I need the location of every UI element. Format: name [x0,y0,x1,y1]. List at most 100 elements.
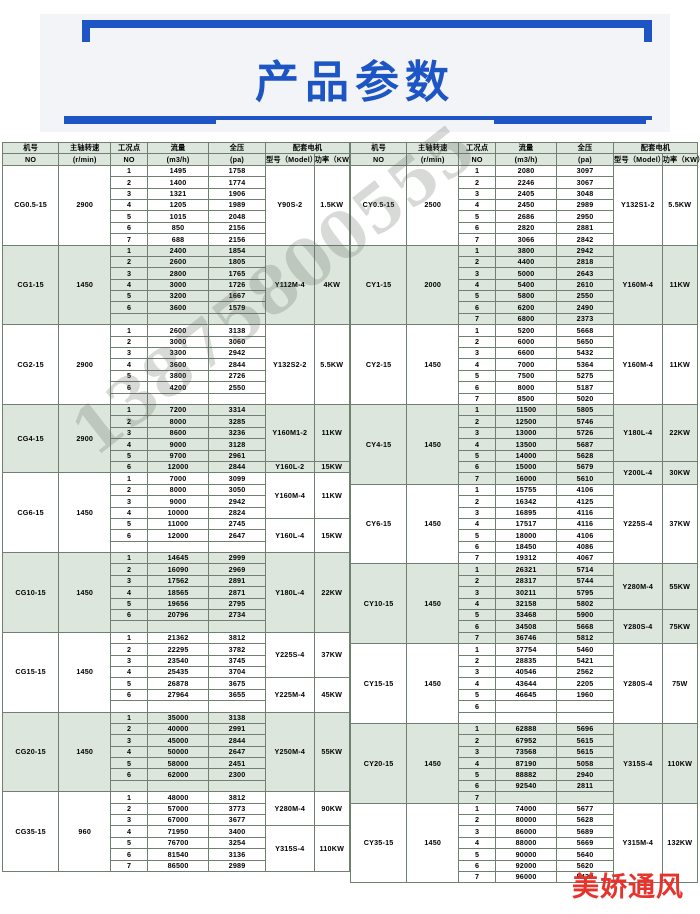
cell-motor-model: Y180L-4 [265,552,315,633]
th-motor-power-en: 功率（KW） [313,153,357,166]
cell-flow [147,540,210,554]
cell-flow: 6800 [495,312,558,326]
table-row: 5 2686 2950 [351,210,698,223]
cell-pressure: 2942 [556,244,614,257]
table-row: 3 16895 4116 [351,506,698,519]
cell-operating-point: 2 [110,802,149,816]
cell-operating-point: 5 [110,517,149,531]
table-row: 2 2600 1805 [3,255,350,269]
cell-flow: 21362 [147,631,210,645]
table-row: 5 26878 3675 Y225M-4 45KW [3,677,351,713]
cell-operating-point: 5 [458,529,497,542]
cell-flow [147,620,210,633]
cell-flow: 35000 [147,711,210,724]
table-row: 6 81540 3136 [3,848,350,861]
cell-fan-model: CG0.5-15 [1,164,60,246]
cell-pressure: 1758 [208,164,266,178]
cell-operating-point: 4 [110,278,149,292]
cell-pressure: 5620 [556,859,614,873]
cell-pressure: 5615 [556,734,614,747]
th-rpm-en: (r/min) [406,153,460,166]
cell-pressure: 3773 [208,802,266,816]
table-row: 3 3300 2942 [3,347,350,360]
cell-pressure: 3254 [208,836,266,850]
cell-pressure: 5746 [556,415,614,428]
cell-operating-point: 3 [110,426,149,440]
table-row: 4 17517 4116 [351,517,698,531]
table-row: CG35-15 960 1 48000 3812 Y280M-4 90KW [1,791,351,872]
table-body-right: CY0.5-15 2500 1 2080 3097 Y132S1-2 5.5KW 2 2246 3… [349,164,699,884]
table-row: 3 2405 3048 [351,187,698,200]
cell-fan-model: CY6-15 [349,483,408,565]
table-row [3,779,350,793]
table-row: 6 850 2156 [3,221,350,235]
cell-pressure: 5628 [556,814,614,827]
cell-operating-point: 7 [458,631,497,645]
cell-flow: 9700 [147,449,210,462]
table-row: 2 16090 2969 [3,563,350,576]
cell-flow: 36746 [495,631,558,645]
cell-motor-power: 22KW [661,403,699,462]
cell-operating-point: 7 [110,233,149,246]
table-body-left: CG0.5-15 2900 1 1495 1758 Y90S-2 1.5KW 2 1400 177… [1,164,351,873]
cell-operating-point: 2 [458,814,497,827]
cell-operating-point: 6 [110,221,149,235]
cell-pressure: 3136 [208,848,266,861]
cell-operating-point: 6 [458,859,497,873]
cell-shaft-speed: 1450 [406,643,460,724]
cell-flow: 43644 [495,677,558,690]
cell-operating-point: 2 [110,643,149,656]
cell-flow: 12000 [147,529,210,542]
table-row: 2 80000 5628 [351,814,698,827]
table-row: 2 2246 3067 [351,176,698,189]
th-flow-en: (m3/h) [147,153,210,166]
table-row: 3 1321 1906 [3,187,350,200]
cell-operating-point: 4 [110,358,149,371]
cell-flow: 6000 [495,335,558,349]
cell-flow: 92000 [495,859,558,873]
cell-fan-model: CY0.5-15 [349,164,408,246]
table-row: CY0.5-15 2500 1 2080 3097 Y132S1-2 5.5KW [349,164,699,246]
cell-shaft-speed: 2500 [406,164,460,246]
th-flow-cn: 流量 [495,141,558,155]
cell-operating-point: 7 [110,859,149,873]
cell-operating-point: 3 [458,825,497,838]
cell-flow: 1400 [147,176,210,189]
cell-fan-model: CY15-15 [349,643,408,724]
cell-pressure: 3067 [556,176,614,189]
cell-motor-model: Y180L-4 [613,403,663,462]
cell-flow: 9000 [147,495,210,508]
cell-flow: 4200 [147,381,210,394]
table-row: 6 92540 2811 [351,779,698,793]
cell-pressure: 2871 [208,586,266,599]
cell-pressure: 2490 [556,301,614,314]
cell-flow: 40546 [495,665,558,679]
cell-flow: 2405 [495,187,558,200]
cell-operating-point: 5 [110,290,149,303]
table-row: 2 4400 2818 [351,255,698,269]
table-row: 6 92000 5620 [351,859,698,873]
cell-operating-point: 2 [458,495,497,508]
cell-fan-model: CG10-15 [1,552,60,633]
cell-operating-point: 3 [458,586,497,599]
th-model-en: NO [349,153,408,166]
cell-pressure: 1667 [208,290,266,303]
cell-operating-point: 6 [458,540,497,554]
table-row [3,540,350,554]
cell-operating-point: 3 [110,654,149,667]
cell-flow [147,779,210,793]
cell-flow: 3200 [147,290,210,303]
cell-operating-point: 2 [110,176,149,189]
table-row: 2 1400 1774 [3,176,350,189]
cell-pressure: 3138 [208,711,266,724]
cell-flow: 26321 [495,563,558,576]
spec-table-cg: 机号 主轴转速 工况点 流量 全压 配套电机 NO (r/min) NO (m3… [1,141,357,873]
cell-flow: 3800 [495,244,558,257]
cell-operating-point: 3 [110,187,149,200]
cell-pressure: 2745 [208,517,266,531]
table-row: 3 30211 5795 [351,586,698,599]
table-row: 3 45000 2844 [3,734,350,747]
table-row: 6 62000 2300 [3,768,350,781]
table-row: 5 76700 3254 [3,836,350,850]
cell-operating-point: 5 [458,290,497,303]
